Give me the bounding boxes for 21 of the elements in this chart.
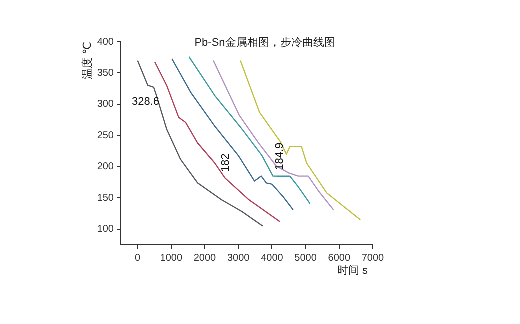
x-tick-label: 2000 (194, 252, 217, 264)
y-axis-title: 温度 ℃ (81, 42, 94, 80)
x-tick-label: 7000 (362, 252, 385, 264)
x-tick-label: 5000 (294, 252, 318, 264)
annotation: 184.9 (274, 142, 286, 170)
x-tick-label: 3000 (227, 252, 250, 264)
chart-title: Pb-Sn金属相图，步冷曲线图 (194, 36, 336, 50)
annotation: 182 (220, 154, 232, 172)
x-tick-label: 6000 (328, 252, 351, 264)
x-tick-label: 0 (135, 252, 142, 264)
y-tick-label: 300 (97, 99, 114, 110)
y-tick-label: 350 (97, 68, 114, 79)
y-tick-label: 250 (97, 130, 114, 142)
y-tick-label: 200 (97, 162, 114, 173)
annotation: 328.6 (132, 96, 160, 108)
x-axis-title: 时间 s (337, 264, 368, 278)
y-tick-label: 400 (97, 36, 114, 48)
x-tick-label: 1000 (160, 252, 183, 264)
x-tick-label: 4000 (261, 252, 284, 264)
y-tick-label: 100 (97, 224, 114, 236)
y-tick-label: 150 (97, 192, 114, 204)
